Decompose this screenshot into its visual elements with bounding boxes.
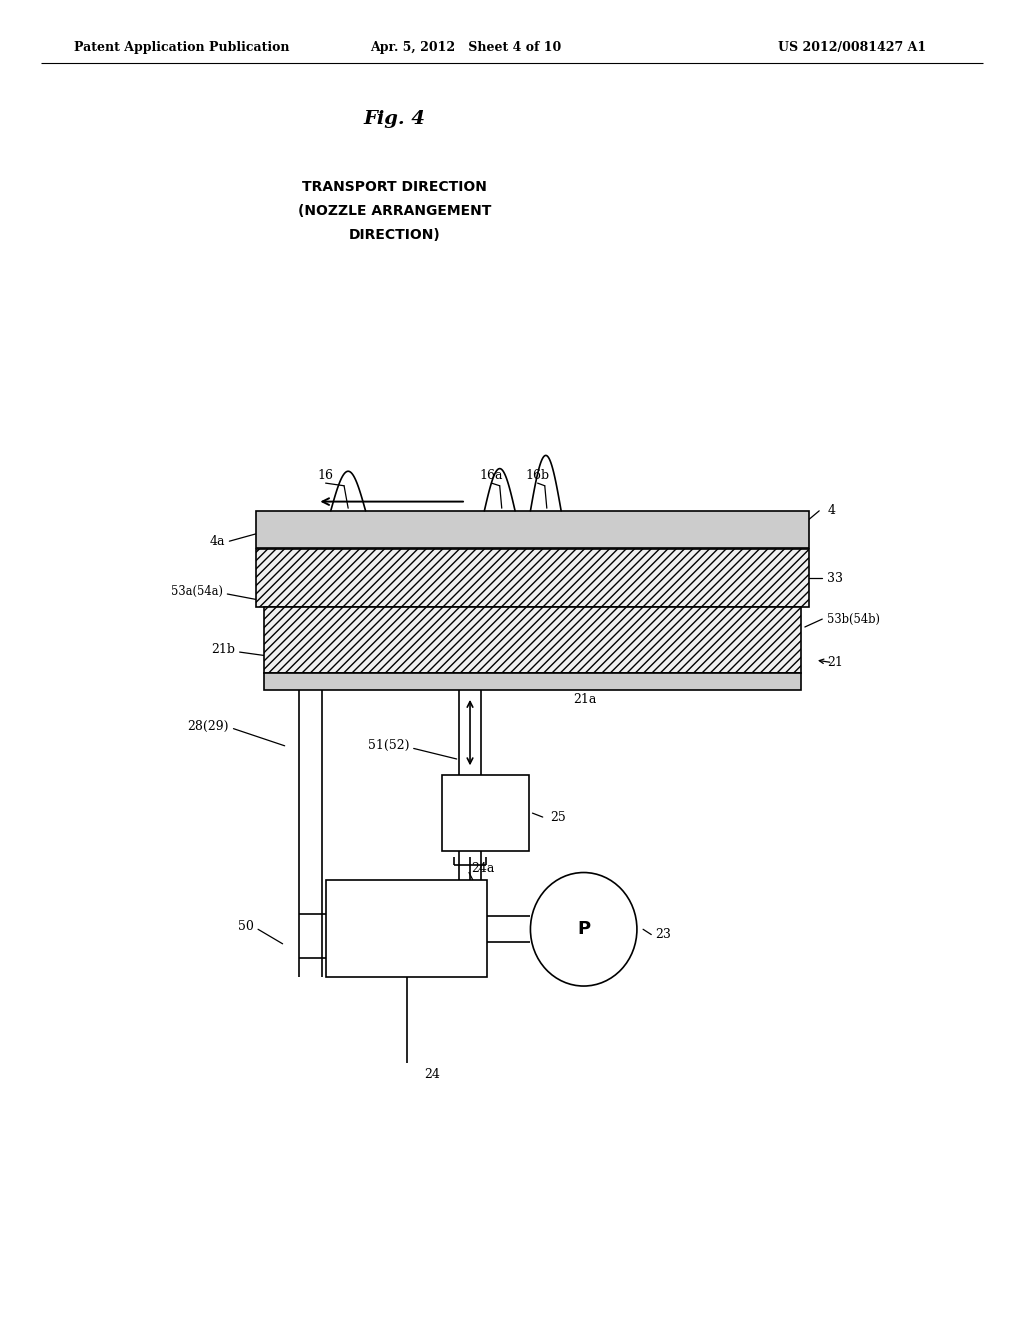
Bar <box>264 607 801 673</box>
Text: 4a: 4a <box>210 535 225 548</box>
Text: 16b: 16b <box>525 469 550 482</box>
Text: 24a: 24a <box>471 862 495 875</box>
Text: 53a(54a): 53a(54a) <box>171 585 223 598</box>
Text: 51(52): 51(52) <box>368 739 410 752</box>
Text: Fig. 4: Fig. 4 <box>364 110 425 128</box>
Text: 50: 50 <box>238 920 254 933</box>
Text: DIRECTION): DIRECTION) <box>348 228 440 242</box>
Text: 25: 25 <box>550 810 565 824</box>
Text: 33: 33 <box>827 572 844 585</box>
Bar <box>326 880 487 977</box>
Text: 24: 24 <box>424 1068 440 1081</box>
Text: Patent Application Publication: Patent Application Publication <box>74 41 289 54</box>
Text: 28(29): 28(29) <box>186 719 228 733</box>
Ellipse shape <box>530 873 637 986</box>
Text: P: P <box>578 920 590 939</box>
Text: 16: 16 <box>317 469 334 482</box>
Text: (NOZZLE ARRANGEMENT: (NOZZLE ARRANGEMENT <box>298 205 490 218</box>
Bar <box>256 511 809 548</box>
Text: 21: 21 <box>827 656 844 669</box>
Bar <box>256 549 809 607</box>
Text: 16a: 16a <box>480 469 503 482</box>
Text: 21a: 21a <box>573 693 597 706</box>
Bar <box>442 775 529 851</box>
Text: 23: 23 <box>655 928 672 941</box>
Text: US 2012/0081427 A1: US 2012/0081427 A1 <box>778 41 927 54</box>
Text: 53b(54b): 53b(54b) <box>827 612 881 626</box>
Text: 21b: 21b <box>212 643 236 656</box>
Text: Apr. 5, 2012   Sheet 4 of 10: Apr. 5, 2012 Sheet 4 of 10 <box>371 41 561 54</box>
Bar <box>264 673 801 690</box>
Text: 4: 4 <box>827 504 836 517</box>
Text: TRANSPORT DIRECTION: TRANSPORT DIRECTION <box>302 181 486 194</box>
